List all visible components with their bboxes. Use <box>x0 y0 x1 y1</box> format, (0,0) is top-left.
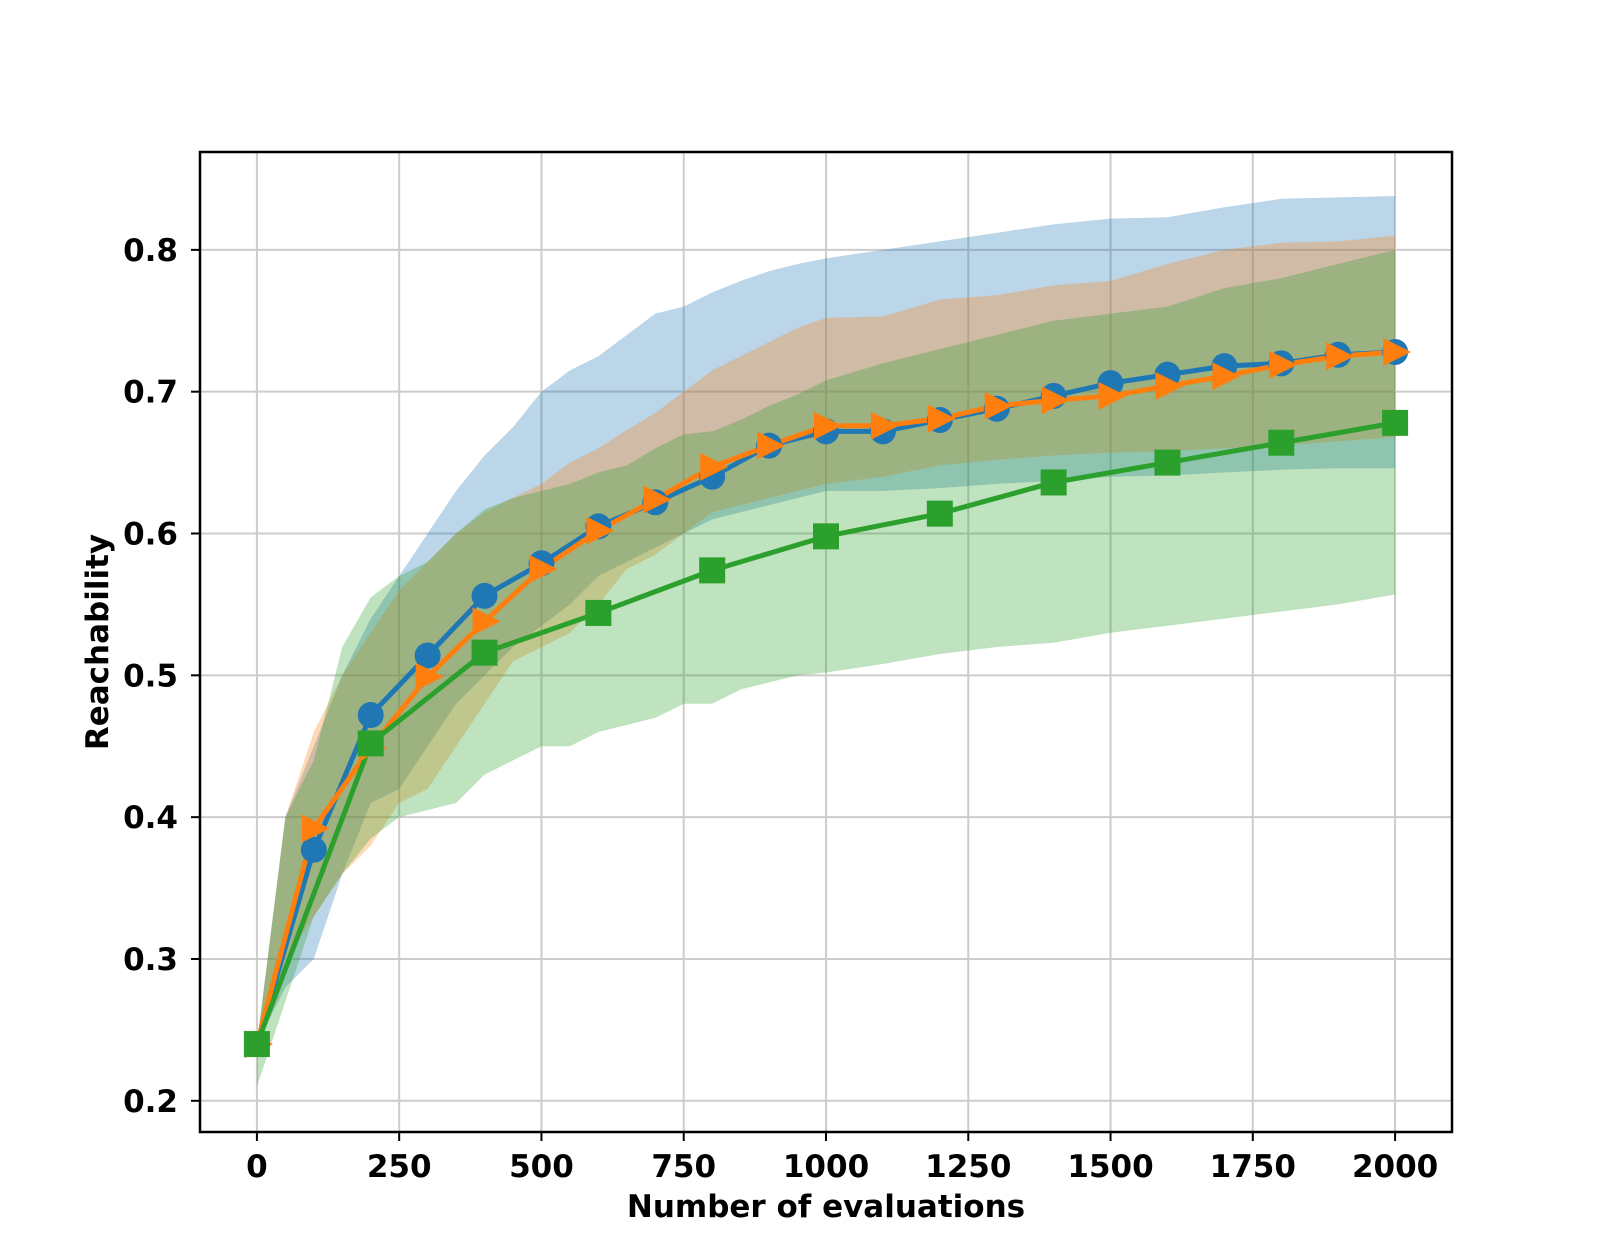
series-2-point <box>472 607 501 636</box>
y-tick-label: 0.2 <box>123 1084 178 1120</box>
y-axis-label: Reachability <box>80 534 116 750</box>
y-axis-ticks: 0.2 0.3 0.4 0.5 0.6 0.7 0.8 <box>123 233 200 1120</box>
series-2-point <box>529 554 558 583</box>
x-tick-label: 2000 <box>1352 1149 1438 1185</box>
series-1-point <box>357 702 384 729</box>
series-2-point <box>1269 350 1298 379</box>
x-tick-label: 1250 <box>925 1149 1011 1185</box>
x-tick-label: 1500 <box>1067 1149 1153 1185</box>
series-2-point <box>1155 372 1184 401</box>
series-3-point <box>926 500 953 527</box>
series-3-point <box>357 730 384 757</box>
series-2-point <box>1041 386 1070 415</box>
y-tick-label: 0.7 <box>123 375 178 411</box>
confidence-band-2 <box>256 235 1396 1045</box>
y-tick-label: 0.3 <box>123 942 178 978</box>
series-3-point <box>699 557 726 584</box>
series-3-point <box>1268 429 1295 456</box>
x-axis-ticks: 0 250 500 750 1000 1250 1500 1750 2000 <box>246 1132 1438 1185</box>
y-tick-label: 0.6 <box>123 517 178 553</box>
series-2-point <box>586 516 615 545</box>
x-tick-label: 1750 <box>1210 1149 1296 1185</box>
series-2-point <box>870 411 899 440</box>
x-tick-label: 750 <box>651 1149 716 1185</box>
series-2-point <box>415 662 444 691</box>
series-2-point <box>1326 342 1355 371</box>
series-2-point <box>1098 381 1127 410</box>
series-2-point <box>1383 337 1412 366</box>
series-2-point <box>301 814 330 843</box>
x-tick-label: 500 <box>509 1149 574 1185</box>
y-tick-label: 0.5 <box>123 658 178 694</box>
x-tick-label: 0 <box>246 1149 268 1185</box>
series-3-point <box>471 639 498 666</box>
y-tick-label: 0.4 <box>123 800 178 836</box>
series-2-point <box>757 431 786 460</box>
series-3-point <box>585 599 612 626</box>
series-1-point <box>300 836 327 863</box>
series-3-point <box>813 523 839 550</box>
confidence-bands <box>256 195 1396 1087</box>
series-2-point <box>927 404 956 433</box>
series-2-point <box>984 391 1013 420</box>
series-2-point <box>814 411 842 440</box>
series-markers <box>243 337 1412 1059</box>
series-2-point <box>1212 362 1241 391</box>
series-3-point <box>243 1031 270 1058</box>
series-3-point <box>1154 449 1181 476</box>
y-tick-label: 0.8 <box>123 233 178 269</box>
x-tick-label: 250 <box>367 1149 432 1185</box>
series-2-point <box>643 485 672 514</box>
series-3-point <box>1382 409 1409 436</box>
x-tick-label: 1000 <box>783 1149 869 1185</box>
series-2-point <box>700 452 729 481</box>
series-1-point <box>414 642 441 669</box>
series-1-point <box>471 582 498 609</box>
confidence-band-3 <box>256 249 1396 1087</box>
series-3-point <box>1040 469 1067 496</box>
confidence-band-1 <box>256 195 1396 1045</box>
x-axis-label: Number of evaluations <box>627 1189 1025 1225</box>
